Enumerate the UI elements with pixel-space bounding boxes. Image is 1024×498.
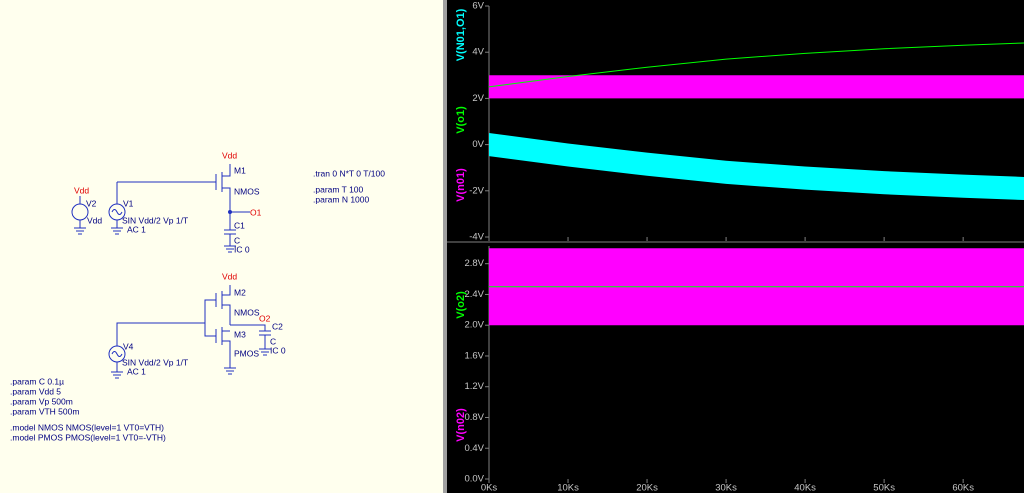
schematic-label: SIN Vdd/2 Vp 1/T: [122, 357, 188, 367]
schematic-label: C1: [234, 220, 245, 230]
schematic-label: C2: [272, 321, 283, 331]
schematic-label: AC 1: [127, 366, 146, 376]
schematic-label: .model NMOS NMOS(level=1 VT0=VTH): [10, 422, 164, 432]
schematic-label: V4: [123, 341, 134, 351]
schematic-label: O2: [259, 313, 271, 323]
y-tick-label: -2V: [469, 185, 484, 196]
schematic-label: NMOS: [234, 186, 260, 196]
schematic-label: Vdd: [74, 185, 89, 195]
x-tick-label: 10Ks: [557, 483, 579, 493]
x-tick-label: 50Ks: [873, 483, 895, 493]
plot-bg: [447, 0, 1024, 493]
schematic-label: .model PMOS PMOS(level=1 VT0=-VTH): [10, 432, 166, 442]
schematic-label: M3: [234, 329, 246, 339]
schematic-label: .tran 0 N*T 0 T/100: [313, 168, 385, 178]
y-tick-label: 0.4V: [464, 443, 484, 454]
schematic-label: .param VTH 500m: [10, 406, 79, 416]
y-tick-label: 2.8V: [464, 258, 484, 269]
trace-label: V(o1): [455, 106, 467, 134]
y-tick-label: 2.0V: [464, 320, 484, 331]
schematic-label: O1: [250, 207, 262, 217]
x-tick-label: 60Ks: [952, 483, 974, 493]
schematic-label: V1: [123, 198, 134, 208]
y-tick-label: 6V: [472, 1, 484, 12]
trace-band: [489, 75, 1024, 99]
y-tick-label: -4V: [469, 232, 484, 243]
schematic-bg: [0, 0, 443, 493]
x-tick-label: 0Ks: [481, 483, 498, 493]
schematic-label: .param C 0.1µ: [10, 376, 64, 386]
y-tick-label: 4V: [472, 47, 484, 58]
plots: -4V -2V 0V 2V 4V 6V V(N01,O1) V(o1) V(n01) 0.0V 0.…: [447, 1, 1024, 494]
y-tick-label: 1.6V: [464, 350, 484, 361]
schematic-label: C: [234, 235, 240, 245]
divider: [443, 0, 447, 493]
x-tick-label: 30Ks: [715, 483, 737, 493]
schematic-label: PMOS: [234, 348, 259, 358]
wires: [71, 164, 271, 379]
schematic-label: M1: [234, 165, 246, 175]
schematic-label: .param T 100: [313, 184, 364, 194]
schematic-label: Vdd: [222, 150, 237, 160]
y-tick-label: 0V: [472, 139, 484, 150]
schematic-label: AC 1: [127, 224, 146, 234]
schematic-label: C: [270, 336, 276, 346]
y-tick-label: 2.4V: [464, 289, 484, 300]
y-tick-label: 2V: [472, 93, 484, 104]
x-tick-label: 40Ks: [794, 483, 816, 493]
schematic-label: Vdd: [87, 215, 102, 225]
y-tick-label: 0.0V: [464, 474, 484, 485]
x-tick-label: 20Ks: [636, 483, 658, 493]
y-tick-label: 1.2V: [464, 381, 484, 392]
trace-line: [488, 42, 1024, 88]
schematic-label: V2: [86, 198, 97, 208]
schematic-label: IC 0: [234, 244, 250, 254]
trace-label: V(n02): [455, 408, 467, 442]
schematic-label: .param Vp 500m: [10, 396, 73, 406]
schematic-label: .param Vdd 5: [10, 386, 61, 396]
trace-band: [489, 133, 1024, 201]
trace-label: V(N01,O1): [455, 8, 467, 61]
trace-label: V(o2): [455, 291, 467, 319]
schematic-label: SIN Vdd/2 Vp 1/T: [122, 215, 188, 225]
trace-label: V(n01): [455, 168, 467, 202]
schematic-label: .param N 1000: [313, 194, 369, 204]
y-tick-label: 0.8V: [464, 412, 484, 423]
schematic-label: Vdd: [222, 271, 237, 281]
schematic-label: NMOS: [234, 307, 260, 317]
schematic-label: IC 0: [270, 345, 286, 355]
schematic-label: M2: [234, 287, 246, 297]
